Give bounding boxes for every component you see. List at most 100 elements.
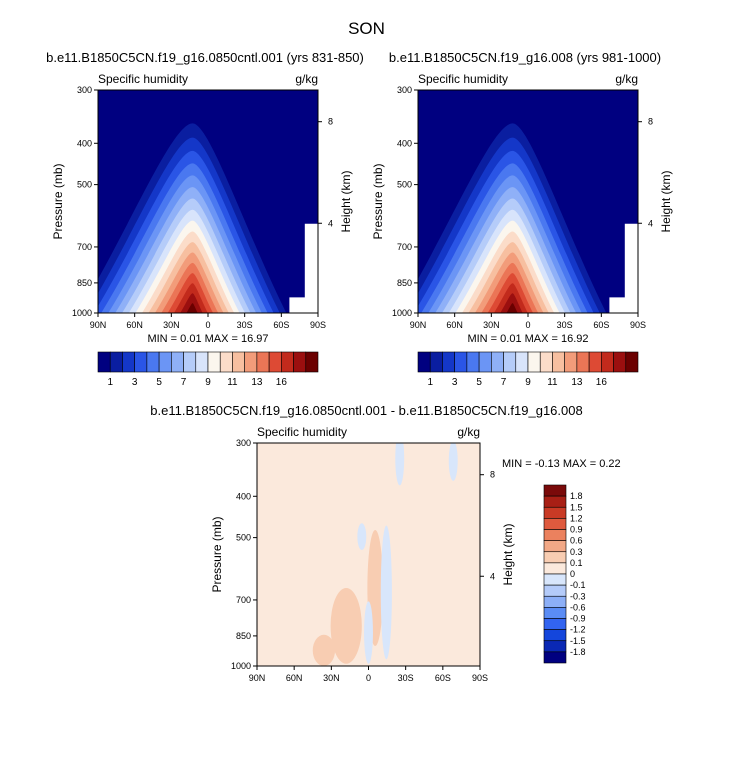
y-tick-label: 1000 — [392, 308, 412, 318]
y-axis-title: Pressure (mb) — [210, 516, 224, 592]
right-label: g/kg — [457, 425, 480, 439]
right-label: g/kg — [295, 72, 318, 86]
contour-band — [330, 587, 362, 664]
colorbar-box — [543, 529, 567, 541]
humidity-plot-008: Specific humidity g/kg 300 400 500 700 850 1000… — [371, 72, 673, 345]
y-tick-label: 700 — [236, 595, 251, 605]
y-tick-label: 700 — [397, 242, 412, 252]
x-tick-label: 30N — [163, 320, 180, 330]
colorbar-box — [244, 351, 258, 373]
colorbar-box — [543, 651, 567, 664]
colorbar-label: 1.5 — [570, 502, 583, 512]
y-axis-title-right: Height (km) — [501, 523, 515, 585]
y-tick-label: 500 — [77, 180, 92, 190]
colorbar-box — [543, 518, 567, 530]
colorbar-box — [417, 351, 431, 373]
panel-title-diff: b.e11.B1850C5CN.f19_g16.0850cntl.001 - b… — [150, 403, 583, 418]
y-right-tick-label: 8 — [490, 470, 495, 480]
colorbar-box — [515, 351, 529, 373]
colorbar-label: 11 — [547, 377, 558, 388]
colorbar-label: 1.8 — [570, 491, 583, 501]
colorbar-label: 5 — [476, 377, 482, 388]
x-tick-label: 0 — [205, 320, 210, 330]
colorbar-label: 13 — [571, 377, 583, 388]
colorbar-label: 3 — [132, 377, 138, 388]
left-label: Specific humidity — [257, 425, 347, 439]
y-right-tick-label: 4 — [648, 218, 653, 228]
colorbar-box — [543, 573, 567, 586]
colorbar-box — [454, 351, 468, 373]
colorbar-label: 1 — [427, 377, 433, 388]
colorbar-label: 5 — [156, 377, 162, 388]
colorbar-box — [543, 484, 567, 497]
colorbar-label: 7 — [501, 377, 507, 388]
y-axis-title: Pressure (mb) — [51, 163, 65, 239]
colorbar-box — [109, 351, 123, 373]
colorbar-label: 0.1 — [570, 558, 583, 568]
panel-title-right: b.e11.B1850C5CN.f19_g16.008 (yrs 981-100… — [388, 50, 662, 65]
colorbar-box — [543, 551, 567, 564]
min-max-text: MIN = 0.01 MAX = 16.92 — [467, 333, 588, 345]
colorbar-box — [564, 351, 578, 373]
x-tick-label: 60S — [435, 673, 451, 683]
masked-terrain — [609, 223, 638, 313]
x-tick-label: 30N — [323, 673, 340, 683]
colorbar-label: 1.2 — [570, 513, 583, 523]
x-tick-label: 60S — [273, 320, 289, 330]
panel-title-left: b.e11.B1850C5CN.f19_g16.0850cntl.001 (yr… — [46, 50, 364, 65]
y-tick-label: 850 — [236, 631, 251, 641]
x-tick-label: 90S — [472, 673, 488, 683]
colorbar-box — [442, 351, 455, 373]
x-tick-label: 30S — [237, 320, 253, 330]
right-label: g/kg — [615, 72, 638, 86]
colorbar-box — [543, 607, 567, 619]
contour-band — [364, 601, 373, 664]
colorbar-label: 13 — [251, 377, 263, 388]
y-right-tick-label: 8 — [648, 117, 653, 127]
colorbar-box — [429, 351, 443, 373]
colorbar-box — [543, 495, 567, 508]
colorbar-label: -0.3 — [570, 591, 586, 601]
colorbar-box — [543, 618, 567, 630]
humidity-plot-cntl: Specific humidity g/kg 300 400 500 700 850 1000… — [51, 72, 353, 345]
colorbar-box — [219, 351, 233, 373]
x-tick-label: 90N — [90, 320, 107, 330]
y-axis-title-right: Height (km) — [339, 170, 353, 232]
colorbar-box — [158, 351, 172, 373]
colorbar-box — [122, 351, 135, 373]
contour-band — [500, 293, 523, 313]
y-tick-label: 850 — [77, 278, 92, 288]
colorbar-label: -0.6 — [570, 602, 586, 612]
x-tick-label: 30N — [483, 320, 500, 330]
colorbar-box — [305, 351, 319, 373]
y-tick-label: 700 — [77, 242, 92, 252]
y-axis-title-right: Height (km) — [659, 170, 673, 232]
colorbar-box — [171, 351, 184, 373]
x-tick-label: 60S — [593, 320, 609, 330]
y-tick-label: 400 — [77, 138, 92, 148]
masked-terrain — [289, 223, 318, 313]
colorbar-label: 11 — [227, 377, 238, 388]
x-tick-label: 0 — [366, 673, 371, 683]
contour-band — [448, 443, 458, 481]
colorbar-box — [293, 351, 307, 373]
humidity-plot-difference: Specific humidity g/kg3004005007008501000… — [210, 425, 621, 683]
filled-contours — [257, 443, 480, 666]
y-axis-title: Pressure (mb) — [371, 163, 385, 239]
y-tick-label: 300 — [236, 438, 251, 448]
contour-band — [395, 443, 405, 486]
colorbar-box — [625, 351, 639, 373]
colorbar-box — [478, 351, 492, 373]
colorbar-label: 0.3 — [570, 547, 583, 557]
colorbar-label: 16 — [596, 377, 608, 388]
colorbar-box — [539, 351, 553, 373]
colorbar-box — [543, 640, 567, 653]
colorbar-box — [146, 351, 160, 373]
y-right-tick-label: 4 — [490, 571, 495, 581]
x-tick-label: 60N — [126, 320, 143, 330]
colorbar-box — [183, 351, 197, 373]
colorbar-label: 9 — [525, 377, 531, 388]
left-label: Specific humidity — [98, 72, 188, 86]
colorbar-label: -1.2 — [570, 625, 586, 635]
